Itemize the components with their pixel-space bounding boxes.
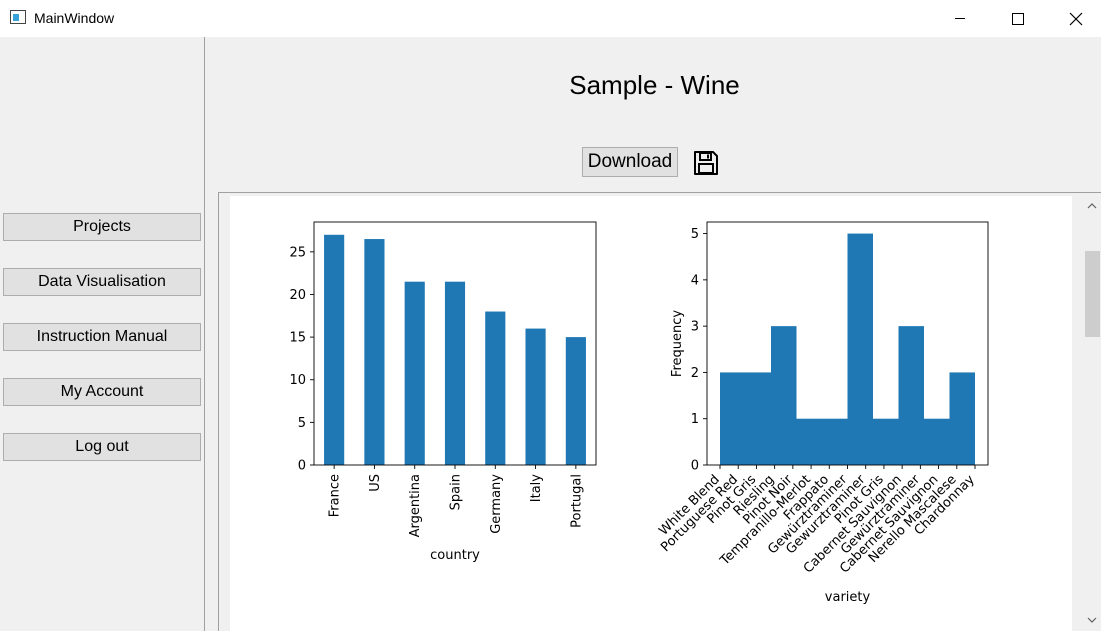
x-tick-label: US xyxy=(368,474,383,492)
plot-frame xyxy=(706,221,989,466)
histogram-bar xyxy=(720,372,746,465)
histogram-bar xyxy=(796,418,822,465)
x-tick-label: Italy xyxy=(529,474,544,503)
y-tick-label: 15 xyxy=(289,331,306,346)
bar xyxy=(324,234,345,465)
y-axis-label: Frequency xyxy=(670,310,685,377)
histogram-bar xyxy=(847,233,873,465)
y-tick-label: 3 xyxy=(691,320,699,335)
y-tick-label: 2 xyxy=(691,366,699,381)
histogram-bar xyxy=(745,372,771,465)
plot-frame xyxy=(313,221,597,466)
x-axis-label: variety xyxy=(825,590,871,605)
projects-button[interactable]: Projects xyxy=(3,213,201,241)
y-tick-label: 25 xyxy=(289,245,306,260)
title-bar: MainWindow xyxy=(0,0,1101,37)
histogram-bar xyxy=(924,418,950,465)
minimize-button[interactable] xyxy=(937,0,983,37)
instruction-manual-button[interactable]: Instruction Manual xyxy=(3,323,201,351)
scroll-up-icon[interactable] xyxy=(1087,203,1097,209)
scroll-down-icon[interactable] xyxy=(1087,617,1097,623)
y-tick-label: 4 xyxy=(691,273,699,288)
minimize-icon xyxy=(955,18,965,19)
data-visualisation-button[interactable]: Data Visualisation xyxy=(3,268,201,296)
bar xyxy=(364,239,385,465)
y-tick-label: 5 xyxy=(298,416,306,431)
bar xyxy=(565,337,586,465)
window-title: MainWindow xyxy=(34,10,115,26)
close-icon xyxy=(1069,12,1083,26)
log-out-button[interactable]: Log out xyxy=(3,433,201,461)
bar xyxy=(444,281,466,465)
sidebar: Projects Data Visualisation Instruction … xyxy=(0,37,205,631)
y-tick-label: 20 xyxy=(289,288,306,303)
histogram-bar xyxy=(949,372,975,465)
x-axis-label: country xyxy=(430,548,480,563)
maximize-icon xyxy=(1012,13,1024,25)
histogram-bar xyxy=(822,418,848,465)
download-button[interactable]: Download xyxy=(582,147,678,177)
y-tick-label: 5 xyxy=(691,227,699,242)
close-button[interactable] xyxy=(1053,0,1099,37)
save-icon[interactable] xyxy=(693,150,719,176)
bar xyxy=(525,328,546,465)
x-tick-label: Portugal xyxy=(569,474,584,528)
scrollbar-thumb[interactable] xyxy=(1085,251,1100,337)
y-tick-label: 1 xyxy=(691,412,699,427)
histogram-bar xyxy=(771,326,797,465)
app-icon xyxy=(10,10,26,24)
page-title: Sample - Wine xyxy=(569,70,740,100)
maximize-button[interactable] xyxy=(995,0,1041,37)
y-tick-label: 10 xyxy=(289,373,306,388)
x-tick-label: Germany xyxy=(489,474,504,534)
x-tick-label: Argentina xyxy=(408,474,423,537)
histogram-bar xyxy=(898,326,924,465)
x-tick-label: France xyxy=(328,474,343,517)
histogram-bar xyxy=(873,418,899,465)
bar xyxy=(404,281,425,465)
my-account-button[interactable]: My Account xyxy=(3,378,201,406)
y-tick-label: 0 xyxy=(298,459,306,474)
x-tick-label: Spain xyxy=(449,474,464,510)
y-tick-label: 0 xyxy=(691,459,699,474)
bar xyxy=(485,311,506,465)
